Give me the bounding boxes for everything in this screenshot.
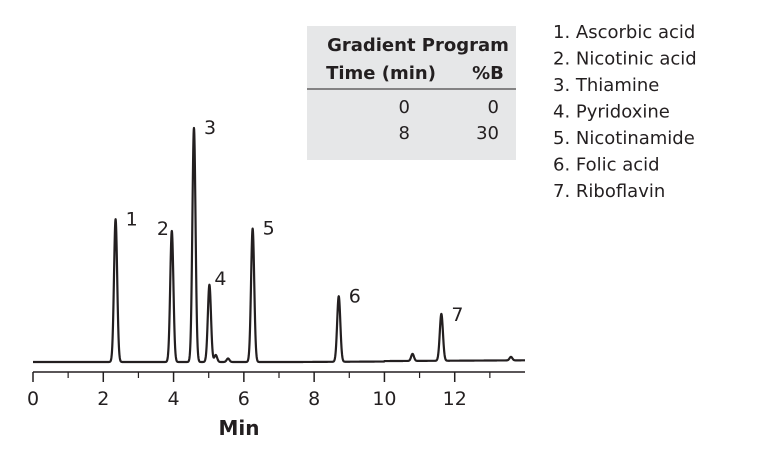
x-tick-label: 8 <box>308 388 320 410</box>
gradient-table-row-1-time: 8 <box>399 123 410 144</box>
x-tick-label: 10 <box>372 388 396 410</box>
legend-entry: 3. Thiamine <box>553 75 659 96</box>
legend-entry: 7. Riboflavin <box>553 181 665 202</box>
peak-labels: 1 2 3 4 5 6 7 <box>126 117 464 326</box>
gradient-table-col-percent-b: %B <box>472 63 504 84</box>
peak-label-3: 3 <box>204 117 216 139</box>
x-axis-title: Min <box>219 416 260 440</box>
legend-entry: 4. Pyridoxine <box>553 102 670 123</box>
peak-label-4: 4 <box>214 268 226 290</box>
peak-label-7: 7 <box>451 304 463 326</box>
peak-label-6: 6 <box>349 285 361 307</box>
legend-entry: 5. Nicotinamide <box>553 128 695 149</box>
x-axis-ticks: 0 2 4 6 8 10 12 <box>27 372 491 410</box>
peak-label-5: 5 <box>263 218 275 240</box>
chromatogram-trace <box>32 126 526 364</box>
peak-legend: 1. Ascorbic acid 2. Nicotinic acid 3. Thia… <box>553 22 697 202</box>
x-tick-label: 4 <box>168 388 180 410</box>
peak-label-1: 1 <box>126 208 138 230</box>
gradient-table-row-0-time: 0 <box>399 97 410 118</box>
gradient-table-row-1-percent-b: 30 <box>476 123 499 144</box>
x-tick-label: 12 <box>443 388 467 410</box>
x-tick-label: 0 <box>27 388 39 410</box>
legend-entry: 1. Ascorbic acid <box>553 22 695 43</box>
legend-entry: 6. Folic acid <box>553 155 660 176</box>
gradient-table-row-0-percent-b: 0 <box>488 97 499 118</box>
gradient-table-col-time: Time (min) <box>326 63 436 84</box>
gradient-table-background <box>307 26 516 160</box>
x-tick-label: 2 <box>97 388 109 410</box>
gradient-table-title: Gradient Program <box>327 35 509 56</box>
legend-entry: 2. Nicotinic acid <box>553 49 697 70</box>
peak-label-2: 2 <box>157 218 169 240</box>
x-tick-label: 6 <box>238 388 250 410</box>
